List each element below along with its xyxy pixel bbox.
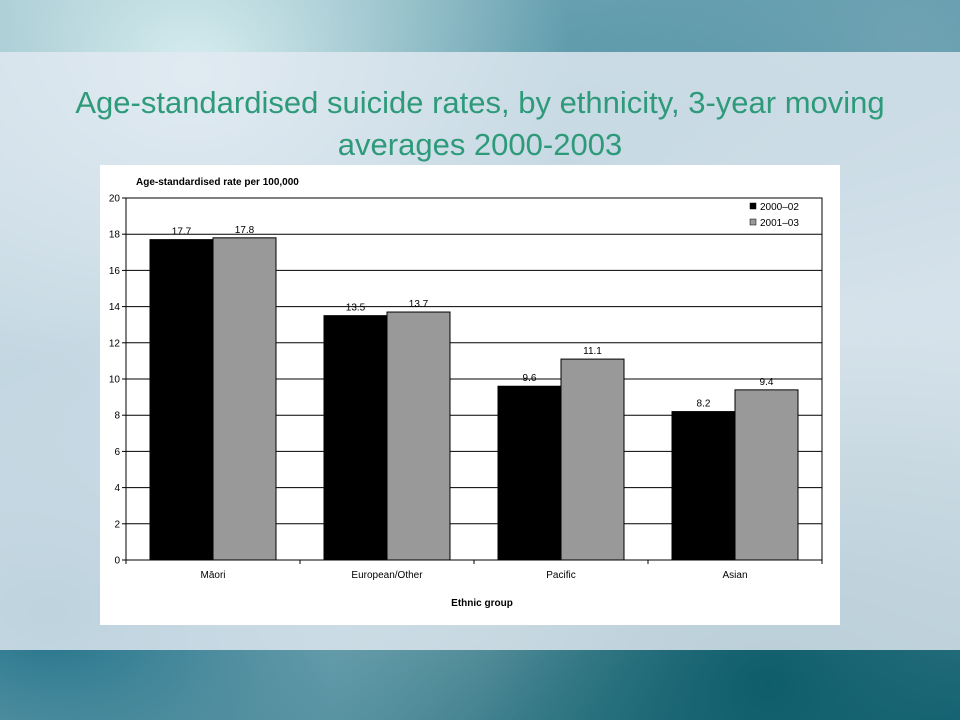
data-label: 17.8 [235,225,255,236]
chart-area: Age-standardised rate per 100,000 17.7 17… [100,165,840,625]
bar [323,315,388,561]
slide-title: Age-standardised suicide rates, by ethni… [75,85,885,162]
y-tick-label: 0 [114,556,120,567]
bars: 17.7 17.8 13.5 13.7 9.6 11.1 8.2 9.4 [149,225,799,561]
y-tick-label: 2 [114,519,120,530]
data-label: 11.1 [583,346,602,357]
data-label: 9.4 [760,377,774,388]
x-tick-label: Asian [722,570,747,581]
x-tick-label: Māori [200,570,225,581]
bar [212,237,277,561]
bar [497,385,562,561]
y-tick-label: 18 [109,230,121,241]
y-tick-label: 4 [114,483,120,494]
data-label: 9.6 [523,373,537,384]
x-axis-label: Ethnic group [451,598,513,609]
y-tick-label: 20 [109,194,121,205]
y-tick-label: 10 [109,375,121,386]
x-tick-label: Pacific [546,570,575,581]
bar [734,389,799,561]
x-tick-label: European/Other [351,570,423,581]
y-tick-label: 12 [109,338,121,349]
data-label: 13.5 [346,303,366,314]
legend-label: 2001–03 [760,218,799,229]
legend: 2000–02 2001–03 [749,202,799,229]
bar [671,411,736,561]
y-tick-label: 16 [109,266,121,277]
legend-swatch [749,202,757,210]
axes: 0 2 4 6 8 10 12 14 16 18 20 Māori European/Other Paci… [109,194,823,581]
bar [560,358,625,561]
data-label: 17.7 [172,227,192,238]
legend-swatch [749,218,757,226]
bar [386,311,451,561]
legend-label: 2000–02 [760,202,799,213]
y-axis-label: Age-standardised rate per 100,000 [136,177,299,188]
data-label: 13.7 [409,299,429,310]
y-tick-label: 8 [114,411,120,422]
bar-chart: Age-standardised rate per 100,000 17.7 17… [109,177,823,609]
y-tick-label: 14 [109,302,121,313]
bar [149,239,214,561]
data-label: 8.2 [697,399,711,410]
y-tick-label: 6 [114,447,120,458]
